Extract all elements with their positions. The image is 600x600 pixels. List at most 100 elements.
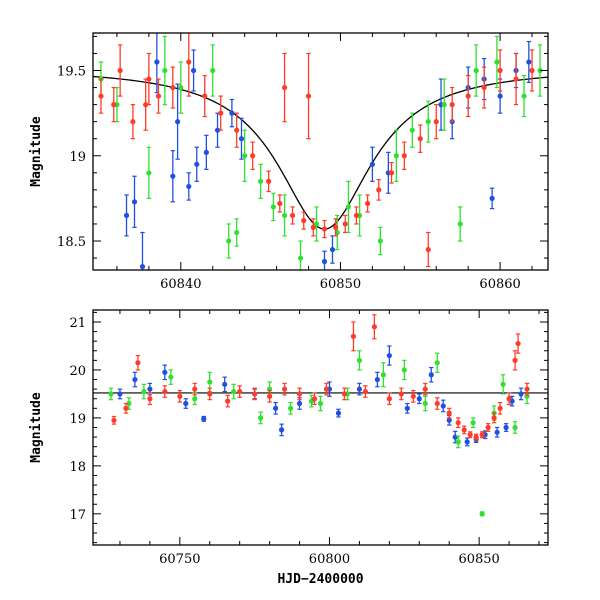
y-tick-label: 21 bbox=[69, 316, 86, 331]
data-point bbox=[281, 382, 288, 396]
data-point bbox=[323, 382, 330, 396]
data-point bbox=[252, 387, 258, 401]
point-marker bbox=[353, 212, 360, 219]
point-marker bbox=[393, 153, 399, 159]
data-point bbox=[446, 407, 452, 419]
series-2 bbox=[98, 35, 543, 270]
data-point bbox=[305, 52, 312, 140]
data-point bbox=[168, 369, 174, 385]
data-point bbox=[513, 52, 519, 106]
point-marker bbox=[237, 388, 243, 395]
data-point bbox=[434, 397, 440, 410]
data-point bbox=[218, 95, 224, 131]
data-point bbox=[210, 44, 216, 97]
data-point bbox=[258, 411, 264, 425]
data-point bbox=[524, 382, 530, 396]
data-point bbox=[226, 223, 232, 259]
data-point bbox=[301, 211, 307, 230]
point-marker bbox=[464, 439, 470, 445]
point-marker bbox=[433, 119, 439, 125]
y-tick-label: 18 bbox=[69, 460, 86, 475]
data-point bbox=[364, 194, 371, 213]
point-marker bbox=[146, 170, 152, 176]
point-marker bbox=[214, 127, 221, 133]
data-point bbox=[506, 392, 512, 406]
top-panel-marks bbox=[93, 33, 548, 270]
data-point bbox=[266, 170, 272, 193]
point-marker bbox=[401, 153, 407, 159]
data-point bbox=[473, 433, 479, 441]
point-marker bbox=[497, 405, 503, 411]
point-marker bbox=[506, 396, 512, 402]
point-marker bbox=[143, 102, 149, 108]
point-marker bbox=[380, 372, 386, 378]
data-point bbox=[515, 333, 521, 354]
data-point bbox=[416, 393, 422, 405]
point-marker bbox=[446, 410, 452, 416]
data-point bbox=[449, 86, 455, 123]
x-tick-label: 60800 bbox=[309, 552, 350, 567]
data-point bbox=[229, 98, 235, 128]
point-marker bbox=[317, 400, 324, 407]
point-marker bbox=[425, 246, 431, 253]
data-point bbox=[203, 134, 209, 171]
point-marker bbox=[98, 93, 104, 99]
data-point bbox=[441, 78, 447, 131]
point-marker bbox=[131, 199, 138, 205]
data-point bbox=[335, 408, 342, 418]
point-marker bbox=[162, 369, 168, 375]
series-3 bbox=[111, 314, 530, 441]
point-marker bbox=[207, 391, 213, 397]
data-point bbox=[333, 218, 339, 237]
point-marker bbox=[117, 67, 123, 74]
point-marker bbox=[350, 333, 357, 339]
point-marker bbox=[242, 153, 248, 159]
point-marker bbox=[441, 102, 447, 108]
point-marker bbox=[177, 393, 183, 399]
point-marker bbox=[234, 229, 240, 236]
x-tick-label: 60850 bbox=[458, 552, 499, 567]
data-point bbox=[123, 402, 129, 414]
data-point bbox=[353, 206, 360, 225]
data-point bbox=[126, 397, 132, 410]
data-point bbox=[398, 387, 404, 401]
point-marker bbox=[388, 170, 395, 176]
point-marker bbox=[461, 427, 467, 433]
data-point bbox=[170, 66, 176, 109]
point-marker bbox=[135, 360, 141, 366]
series-2 bbox=[108, 350, 530, 517]
point-marker bbox=[231, 388, 237, 395]
point-marker bbox=[108, 391, 114, 397]
data-point bbox=[388, 161, 395, 184]
point-marker bbox=[465, 93, 471, 99]
data-point bbox=[237, 385, 243, 398]
x-tick-label: 60850 bbox=[320, 277, 361, 292]
data-point bbox=[317, 395, 324, 412]
bottom-panel: 60750 60800 60850 17 18 19 20 21 Magnitude HJD−… bbox=[29, 309, 549, 587]
point-marker bbox=[296, 391, 303, 397]
data-point bbox=[467, 431, 473, 439]
data-point bbox=[341, 387, 348, 401]
data-point bbox=[461, 425, 467, 435]
point-marker bbox=[491, 415, 497, 421]
point-marker bbox=[111, 102, 117, 108]
data-point bbox=[455, 435, 461, 449]
point-marker bbox=[422, 400, 428, 407]
point-marker bbox=[409, 127, 415, 133]
point-marker bbox=[473, 67, 479, 74]
point-marker bbox=[155, 93, 162, 99]
data-point bbox=[497, 49, 503, 92]
data-point bbox=[329, 235, 336, 264]
series-1 bbox=[117, 345, 524, 447]
data-point bbox=[526, 40, 532, 84]
data-point bbox=[464, 437, 470, 447]
point-marker bbox=[301, 217, 307, 224]
data-point bbox=[425, 100, 431, 143]
point-marker bbox=[270, 204, 277, 210]
point-marker bbox=[130, 119, 136, 125]
point-marker bbox=[147, 396, 153, 402]
point-marker bbox=[238, 136, 245, 142]
data-point bbox=[362, 385, 369, 398]
data-point bbox=[162, 35, 168, 106]
data-point bbox=[470, 417, 476, 429]
